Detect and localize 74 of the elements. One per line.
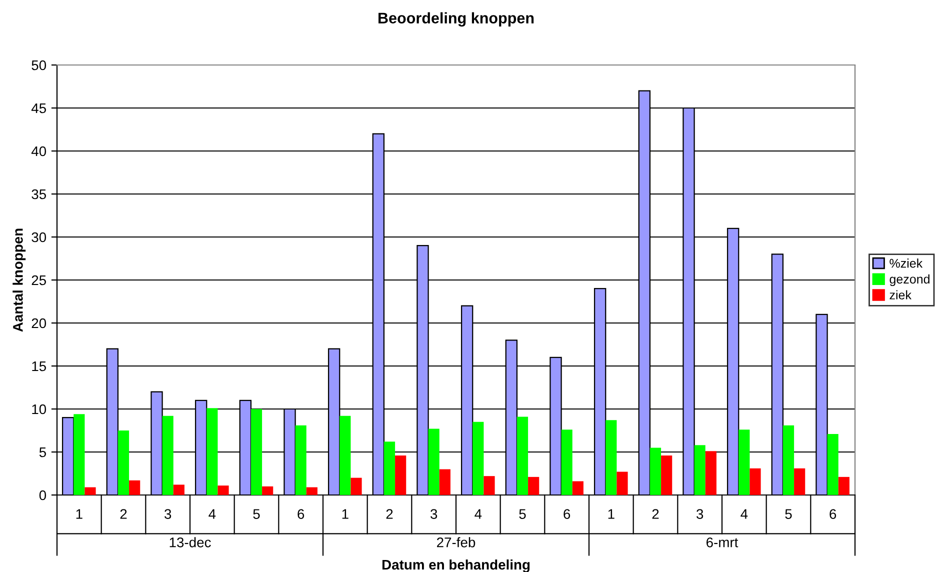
y-tick-label: 25 [32, 275, 46, 286]
bar [384, 442, 396, 495]
x-tick-label: 1 [342, 509, 348, 519]
bar [218, 486, 229, 495]
bar [838, 476, 850, 495]
y-tick-label: 45 [31, 103, 46, 114]
bar [84, 487, 96, 495]
x-tick-label: 5 [785, 509, 792, 519]
x-axis-title: Datum en behandeling [382, 559, 530, 572]
bar [661, 455, 672, 495]
bar [738, 430, 750, 495]
text: 6-mrt [706, 537, 738, 548]
x-tick-label: 2 [120, 509, 127, 519]
bar [206, 408, 218, 495]
bar [782, 425, 794, 495]
x-tick-label: 1 [608, 509, 614, 519]
bar [616, 472, 628, 495]
bar [173, 484, 184, 495]
bar [750, 468, 761, 495]
bar [250, 409, 262, 495]
x-tick-label: 3 [430, 509, 438, 519]
x-tick-label: 4 [740, 509, 748, 519]
legend-label: gezond [890, 274, 930, 286]
y-tick-label: 20 [32, 318, 46, 328]
x-tick-label: 1 [76, 509, 82, 519]
bar [694, 445, 706, 495]
bar [428, 428, 440, 495]
bar [118, 430, 130, 495]
text: 27-feb [437, 537, 476, 548]
bar [262, 486, 274, 495]
x-tick-label: 2 [386, 509, 393, 519]
bar [162, 416, 174, 495]
x-tick-label: 4 [474, 509, 482, 519]
bar [705, 451, 716, 495]
bar [561, 430, 572, 495]
y-tick-label: 50 [32, 60, 46, 70]
bar [484, 476, 495, 495]
x-tick-label: 5 [519, 509, 526, 519]
y-tick-label: 10 [32, 404, 46, 414]
legend-label: ziek [890, 290, 912, 300]
bar [794, 468, 806, 495]
x-tick-label: 6 [830, 509, 836, 519]
y-tick-label: 5 [39, 447, 46, 458]
y-tick-label: 30 [32, 232, 46, 242]
x-tick-label: 3 [164, 509, 172, 519]
bar [129, 480, 140, 495]
x-tick-label: 3 [696, 509, 704, 519]
bar [74, 414, 85, 495]
y-tick-label: 0 [39, 490, 46, 500]
y-tick-label: 40 [31, 146, 46, 156]
bar [395, 455, 406, 495]
y-tick-label: 35 [32, 189, 46, 200]
bar [472, 422, 484, 495]
bar [606, 420, 617, 495]
text: 13-dec [170, 537, 211, 548]
y-tick-label: 15 [32, 361, 46, 372]
x-tick-label: 2 [652, 509, 659, 519]
bar [650, 448, 662, 495]
bar [528, 476, 540, 495]
legend-label: %ziek [890, 258, 923, 268]
chart-title: Beoordeling knoppen [378, 12, 534, 27]
y-axis-title: Aantal knoppen [12, 228, 26, 332]
bar [516, 416, 528, 495]
bar [572, 481, 584, 495]
bar [340, 416, 351, 495]
bar [306, 487, 318, 495]
x-tick-label: 6 [298, 509, 304, 519]
x-tick-label: 5 [253, 509, 260, 519]
x-tick-label: 4 [208, 509, 216, 519]
bar [439, 469, 450, 495]
bar [295, 425, 306, 495]
bar [350, 478, 362, 495]
x-tick-label: 6 [564, 509, 570, 519]
bar [827, 434, 838, 495]
